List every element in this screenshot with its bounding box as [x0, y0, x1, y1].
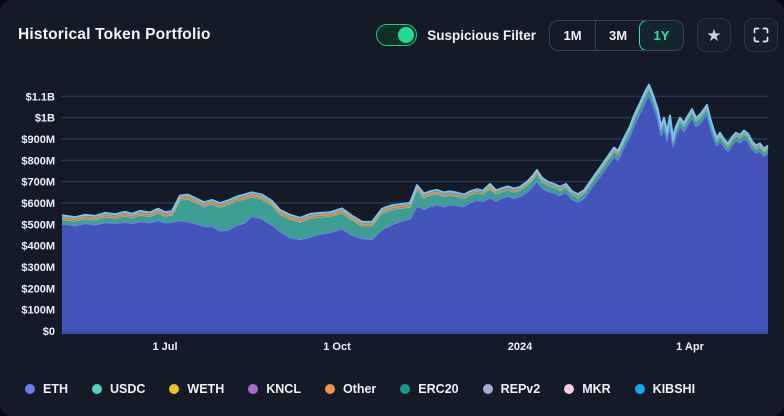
range-button-1m[interactable]: 1M — [550, 21, 595, 50]
y-tick-label: $1.1B — [26, 91, 55, 103]
y-tick-label: $800M — [21, 155, 55, 167]
legend-dot-icon — [482, 384, 493, 394]
legend-item-kibshi[interactable]: KIBSHI — [634, 382, 696, 396]
x-tick-label: 2024 — [508, 341, 533, 353]
legend-label: MKR — [582, 382, 611, 396]
x-tick-label: 1 Jul — [152, 341, 177, 353]
y-tick-label: $0 — [43, 326, 55, 338]
y-tick-label: $1B — [35, 113, 55, 125]
legend-dot-icon — [634, 384, 645, 394]
legend-label: REPv2 — [500, 382, 541, 396]
range-button-1y[interactable]: 1Y — [639, 20, 683, 50]
y-tick-label: $500M — [21, 219, 55, 231]
legend-label: Other — [342, 382, 377, 396]
series-area-eth — [62, 95, 768, 331]
legend-dot-icon — [324, 384, 335, 394]
legend-label: KNCL — [266, 382, 301, 396]
legend-dot-icon — [92, 384, 102, 394]
toggle-knob-icon — [398, 26, 415, 43]
fullscreen-button[interactable] — [744, 18, 778, 52]
legend-item-repv2[interactable]: REPv2 — [482, 382, 541, 396]
y-tick-label: $200M — [21, 283, 55, 295]
series-area-usdc — [62, 88, 768, 240]
chart-legend: ETH USDC WETH KNCL Other ERC20 REPv2 MKR KIBSHI — [25, 382, 695, 396]
legend-item-usdc[interactable]: USDC — [92, 382, 145, 396]
header-controls: Suspicious Filter 1M 3M 1Y ★ — [376, 18, 778, 52]
legend-label: WETH — [187, 382, 225, 396]
y-tick-label: $100M — [21, 305, 55, 317]
legend-label: USDC — [110, 382, 146, 396]
legend-item-eth[interactable]: ETH — [25, 382, 68, 396]
fullscreen-icon — [753, 27, 769, 43]
y-tick-label: $400M — [21, 241, 55, 253]
legend-dot-icon — [25, 384, 35, 394]
x-tick-label: 1 Oct — [323, 341, 351, 353]
suspicious-filter-toggle[interactable] — [376, 24, 418, 46]
legend-dot-icon — [400, 384, 411, 394]
y-tick-label: $600M — [21, 198, 55, 210]
total-top-line — [61, 83, 769, 223]
legend-dot-icon — [248, 384, 259, 394]
x-tick-label: 1 Apr — [676, 341, 704, 353]
legend-item-erc20[interactable]: ERC20 — [400, 382, 459, 396]
legend-item-weth[interactable]: WETH — [169, 382, 224, 396]
time-range-selector: 1M 3M 1Y — [549, 19, 684, 51]
star-icon: ★ — [706, 25, 722, 45]
range-button-3m[interactable]: 3M — [595, 20, 640, 50]
y-tick-label: $900M — [21, 134, 55, 146]
page-title: Historical Token Portfolio — [18, 26, 211, 43]
y-tick-label: $700M — [21, 177, 55, 189]
legend-item-mkr[interactable]: MKR — [564, 382, 611, 396]
legend-label: KIBSHI — [652, 382, 696, 396]
favorite-button[interactable]: ★ — [697, 18, 731, 52]
legend-dot-icon — [564, 384, 575, 394]
card-header: Historical Token Portfolio Suspicious Fi… — [0, 0, 784, 56]
suspicious-filter-label: Suspicious Filter — [427, 27, 536, 43]
y-tick-label: $300M — [21, 262, 55, 274]
legend-item-other[interactable]: Other — [324, 382, 377, 396]
legend-label: ERC20 — [418, 382, 459, 396]
legend-label: ETH — [43, 382, 68, 396]
legend-item-kncl[interactable]: KNCL — [248, 382, 301, 396]
legend-dot-icon — [169, 384, 180, 394]
suspicious-filter[interactable]: Suspicious Filter — [376, 24, 536, 46]
